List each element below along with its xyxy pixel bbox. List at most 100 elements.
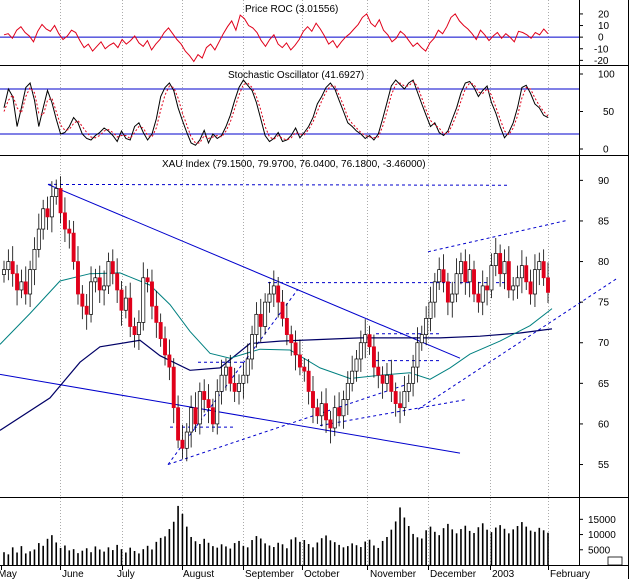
candle-body: [363, 334, 368, 344]
candle-body: [89, 281, 93, 315]
candle-body: [371, 346, 376, 368]
candle-body: [145, 277, 150, 283]
roc-y-tick-label: 20: [598, 9, 610, 20]
candle-body: [476, 293, 481, 303]
candle-body: [454, 273, 459, 295]
candle-body: [398, 403, 402, 409]
price-y-tick-label: 85: [598, 216, 610, 227]
candle-body: [385, 374, 389, 384]
candle-body: [15, 273, 20, 291]
candle-body: [150, 281, 154, 307]
candle-body: [311, 391, 315, 409]
candle-body: [106, 261, 111, 287]
candle-body: [54, 188, 59, 197]
trendline-dashed: [417, 277, 619, 410]
candle-body: [193, 407, 198, 425]
candle-body: [180, 439, 185, 449]
candle-body: [206, 399, 211, 409]
candle-body: [41, 208, 46, 230]
candle-body: [49, 196, 54, 218]
x-tick-label: November: [370, 569, 417, 579]
candle-body: [267, 293, 272, 303]
candle-body: [163, 338, 167, 356]
candle-body: [115, 273, 120, 291]
candle-body: [532, 269, 537, 295]
candle-body: [415, 342, 420, 368]
candle-body: [367, 334, 372, 348]
candle-body: [345, 382, 350, 400]
candle-body: [380, 374, 385, 384]
candle-body: [428, 301, 433, 319]
candle-body: [184, 431, 189, 449]
stoch-layer: [0, 79, 579, 146]
price-y-tick-label: 80: [598, 257, 610, 268]
candle-body: [419, 334, 424, 344]
candle-body: [254, 313, 259, 335]
volume-layer: [3, 505, 549, 565]
candle-body: [376, 366, 381, 376]
candle-body: [324, 403, 328, 421]
stoch-y-tick-label: 100: [598, 70, 615, 81]
candle-body: [528, 281, 533, 295]
candle-body: [306, 370, 311, 392]
volume-y-tick-label: 10000: [588, 530, 616, 541]
candle-body: [80, 293, 85, 307]
candle-body: [132, 326, 137, 335]
roc-layer: [0, 13, 579, 63]
candle-body: [28, 269, 33, 295]
candle-body: [119, 289, 124, 311]
slow-moving-average: [0, 328, 553, 431]
candle-body: [328, 419, 333, 429]
axis-layer: May June July August September October Novembe…: [0, 9, 616, 580]
price-y-tick-label: 55: [598, 460, 610, 471]
candle-body: [450, 293, 455, 303]
trendline-dashed: [319, 399, 467, 427]
candle-body: [189, 407, 194, 433]
candle-body: [202, 391, 207, 400]
roc-series-line: [3, 13, 549, 63]
candle-body: [176, 407, 181, 441]
candle-body: [141, 277, 146, 323]
candle-body: [332, 407, 337, 429]
stoch-k-line: [3, 79, 549, 146]
candle-body: [445, 281, 450, 303]
candle-body: [432, 281, 437, 303]
stoch-y-tick-label: 50: [603, 107, 615, 118]
candle-body: [424, 318, 429, 335]
candle-body: [441, 269, 446, 283]
x-tick-label: May: [0, 569, 17, 579]
candle-body: [302, 366, 307, 372]
x-tick-label: February: [550, 569, 590, 579]
candle-body: [493, 253, 498, 266]
candle-body: [102, 285, 107, 291]
price-y-tick-label: 70: [598, 338, 610, 349]
candle-body: [271, 285, 276, 295]
candle-body: [293, 342, 298, 356]
candle-body: [319, 403, 324, 417]
candle-body: [546, 277, 550, 293]
candle-body: [62, 212, 67, 230]
x-tick-label: October: [304, 569, 340, 579]
candle-body: [23, 281, 28, 295]
candle-body: [406, 382, 411, 392]
x-tick-label: 2003: [492, 569, 515, 579]
trendline-dashed: [167, 288, 299, 465]
x-tick-label: September: [245, 569, 295, 579]
candle-body: [297, 354, 302, 368]
candle-body: [84, 305, 89, 315]
candle-body: [219, 374, 224, 392]
candle-body: [245, 358, 250, 376]
price-layer: [0, 176, 619, 465]
candle-body: [232, 382, 237, 392]
candle-body: [171, 366, 176, 409]
candle-body: [71, 232, 76, 262]
candle-body: [93, 277, 98, 283]
roc-title: Price ROC (3.01556): [245, 4, 338, 15]
candle-body: [110, 261, 115, 275]
x-tick-label: July: [117, 569, 135, 579]
candle-body: [315, 407, 320, 417]
candle-body: [10, 261, 15, 275]
trendline-solid: [0, 373, 461, 454]
candle-body: [511, 285, 516, 291]
